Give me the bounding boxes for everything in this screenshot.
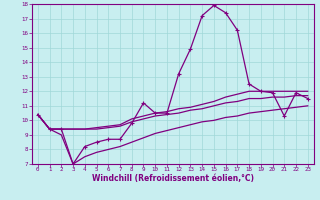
X-axis label: Windchill (Refroidissement éolien,°C): Windchill (Refroidissement éolien,°C) (92, 174, 254, 183)
